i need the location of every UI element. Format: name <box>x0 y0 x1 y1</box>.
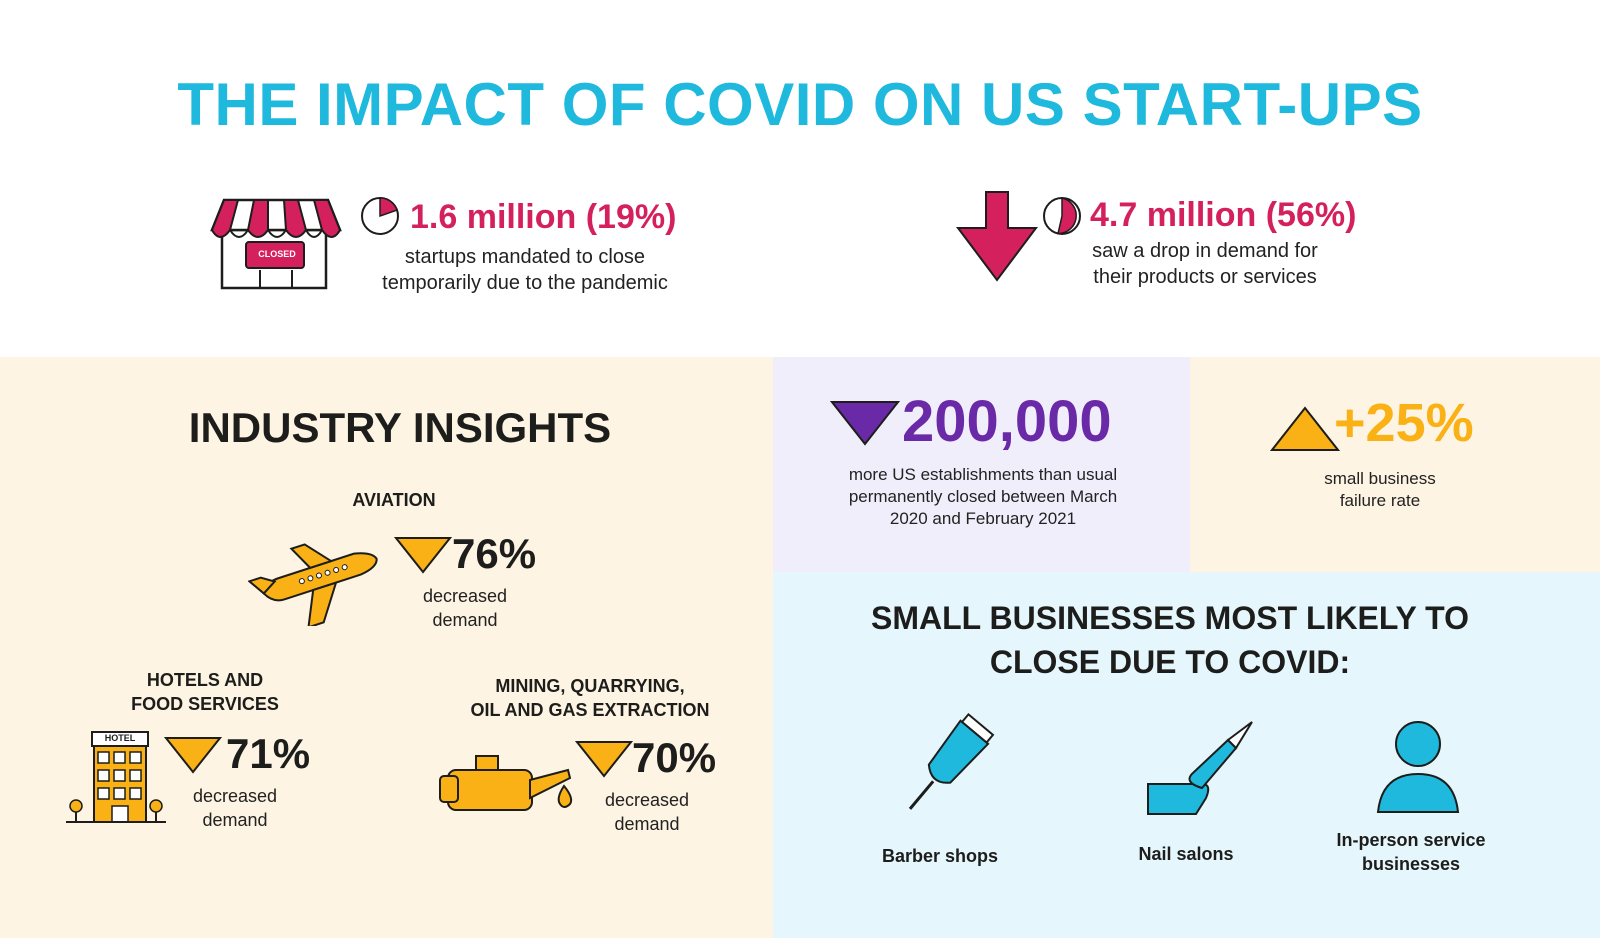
stat-startups-closed: 1.6 million (19%) <box>410 198 677 236</box>
failure-panel <box>1190 357 1600 572</box>
closures-desc-1: more US establishments than usual <box>848 465 1118 484</box>
down-triangle-icon <box>829 398 901 453</box>
closures-desc-3: 2020 and February 2021 <box>889 509 1077 528</box>
closures-desc-2: permanently closed between March <box>848 487 1118 506</box>
stat-startups-desc-1: startups mandated to close <box>404 246 646 268</box>
hotel-sign: HOTEL <box>104 733 136 743</box>
page-title: THE IMPACT OF COVID ON US START-UPS <box>177 71 1423 138</box>
aviation-pct: 76% <box>452 530 537 577</box>
likely-item-inperson-2: businesses <box>1361 854 1461 874</box>
likely-heading-1: SMALL BUSINESSES MOST LIKELY TO <box>870 600 1470 636</box>
pie-56-icon <box>1042 196 1082 241</box>
mining-desc-2: demand <box>614 814 680 834</box>
hotel-building-icon <box>64 730 168 831</box>
stat-startups-desc-2: temporarily due to the pandemic <box>382 272 668 294</box>
closed-sign: CLOSED <box>258 249 296 259</box>
stat-demand-drop: 4.7 million (56%) <box>1090 196 1357 234</box>
hotels-title-2: FOOD SERVICES <box>131 694 279 714</box>
storefront-icon <box>206 192 346 292</box>
down-triangle-icon <box>393 534 453 579</box>
industry-panel <box>0 357 773 938</box>
pie-19-icon <box>360 196 400 241</box>
hotels-pct: 71% <box>226 730 311 777</box>
hair-clipper-icon <box>886 706 1006 831</box>
likely-item-nails: Nail salons <box>1138 844 1234 864</box>
person-icon <box>1372 718 1468 823</box>
failure-value: +25% <box>1334 393 1474 453</box>
failure-desc-1: small business <box>1324 469 1436 488</box>
nail-polish-icon <box>1142 718 1258 823</box>
down-arrow-icon <box>952 188 1042 289</box>
likely-item-barber: Barber shops <box>881 846 999 866</box>
likely-panel <box>773 572 1600 938</box>
failure-desc-2: failure rate <box>1339 491 1421 510</box>
aviation-desc-1: decreased <box>422 586 508 606</box>
aviation-title: AVIATION <box>352 490 436 510</box>
stat-demand-desc-1: saw a drop in demand for <box>1092 240 1318 262</box>
up-triangle-icon <box>1269 404 1341 459</box>
stat-demand-desc-2: their products or services <box>1093 266 1317 288</box>
likely-heading-2: CLOSE DUE TO COVID: <box>989 644 1351 680</box>
closures-panel <box>773 357 1190 572</box>
mining-desc-1: decreased <box>604 790 690 810</box>
mining-title-2: OIL AND GAS EXTRACTION <box>470 700 710 720</box>
industry-heading: INDUSTRY INSIGHTS <box>188 404 612 451</box>
hotels-desc-1: decreased <box>192 786 278 806</box>
closures-value: 200,000 <box>902 389 1112 454</box>
mining-pct: 70% <box>632 734 717 781</box>
oil-can-icon <box>438 752 580 823</box>
hotels-desc-2: demand <box>202 810 268 830</box>
down-triangle-icon <box>574 738 634 783</box>
mining-title-1: MINING, QUARRYING, <box>495 676 685 696</box>
airplane-icon <box>247 532 388 631</box>
likely-item-inperson-1: In-person service <box>1336 830 1486 850</box>
down-triangle-icon <box>163 734 223 779</box>
hotels-title-1: HOTELS AND <box>146 670 264 690</box>
aviation-desc-2: demand <box>432 610 498 630</box>
